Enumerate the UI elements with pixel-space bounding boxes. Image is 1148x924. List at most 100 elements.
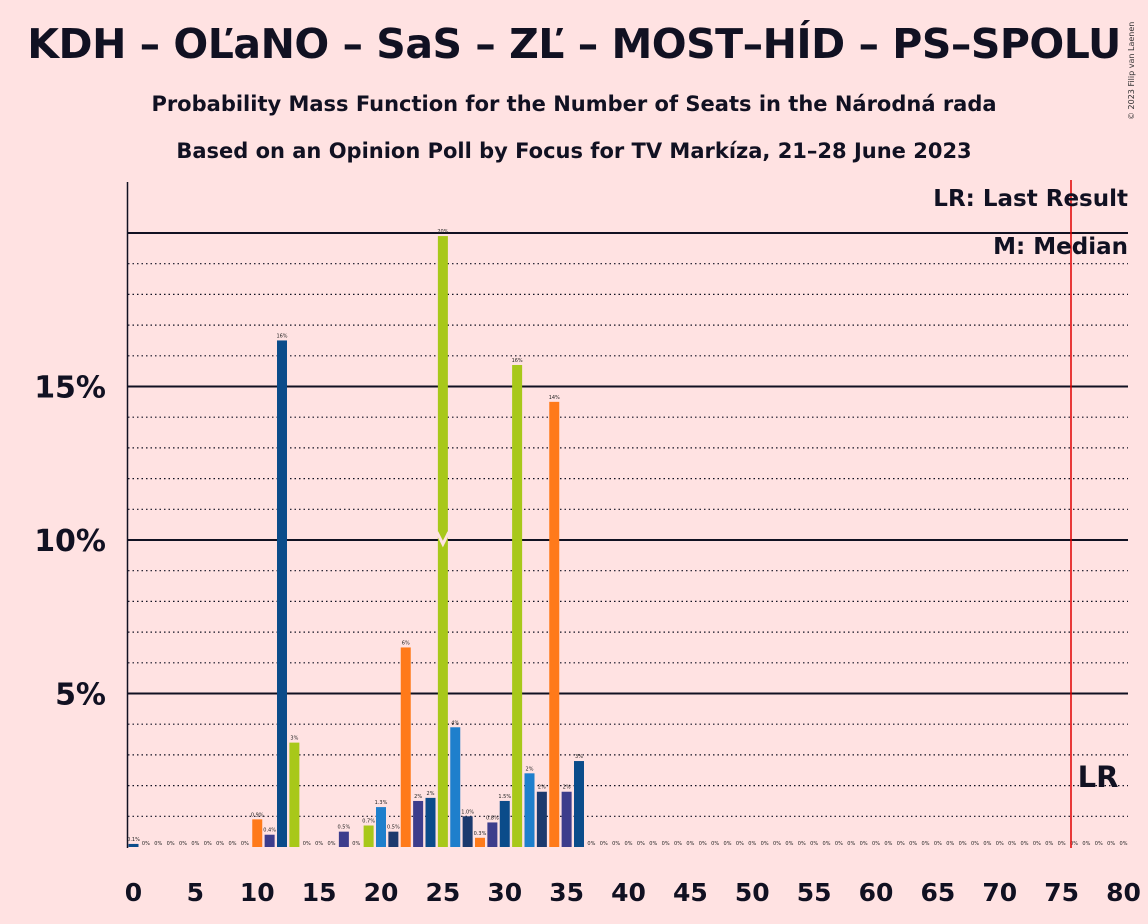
bar-value-label: 0% <box>686 841 694 847</box>
bar-value-label: 0% <box>798 841 806 847</box>
bar-value-label: 1.0% <box>461 809 474 815</box>
bar-value-label: 0% <box>736 841 744 847</box>
bar-value-label: 0% <box>649 841 657 847</box>
bar-value-label: 0% <box>946 841 954 847</box>
bar-value-label: 2% <box>414 794 422 800</box>
bar-value-label: 3% <box>575 754 583 760</box>
bar-value-label: 0% <box>154 841 162 847</box>
bar-value-label: 1.5% <box>498 794 511 800</box>
bar-value-label: 0% <box>1070 841 1078 847</box>
bar-value-label: 0.9% <box>251 812 264 818</box>
bar-value-label: 0% <box>810 841 818 847</box>
bar <box>462 816 473 847</box>
bar-value-label: 0% <box>909 841 917 847</box>
bar <box>536 791 547 847</box>
bar-value-label: 0% <box>785 841 793 847</box>
bar-value-label: 0% <box>860 841 868 847</box>
bar-value-label: 0% <box>1107 841 1115 847</box>
bar-value-label: 0% <box>216 841 224 847</box>
x-tick-label: 80 <box>1106 878 1141 907</box>
bar <box>289 742 300 847</box>
bar <box>499 800 510 847</box>
x-tick-label: 45 <box>673 878 708 907</box>
bar-value-label: 0% <box>662 841 670 847</box>
bar-value-label: 0.8% <box>486 815 499 821</box>
bar-value-label: 0.1% <box>127 837 140 843</box>
x-tick-label: 0 <box>125 878 142 907</box>
median-marker <box>435 531 451 548</box>
bar <box>475 837 485 847</box>
bar <box>264 834 275 847</box>
bar-value-label: 0% <box>1045 841 1053 847</box>
bar-value-label: 0% <box>241 841 249 847</box>
bar-value-label: 0% <box>872 841 880 847</box>
bar-value-label: 0% <box>761 841 769 847</box>
bar-value-label: 0% <box>884 841 892 847</box>
bar-value-label: 0% <box>1058 841 1066 847</box>
bar-value-label: 0.7% <box>362 819 375 825</box>
bar <box>512 365 523 847</box>
x-tick-label: 35 <box>549 878 584 907</box>
bar-value-label: 0% <box>996 841 1004 847</box>
bar-value-label: 0% <box>315 841 323 847</box>
bar-value-label: 0% <box>897 841 905 847</box>
bar-value-label: 0.5% <box>338 825 351 831</box>
x-tick-label: 30 <box>487 878 522 907</box>
bar-value-label: 0% <box>191 841 199 847</box>
bar-value-label: 0% <box>179 841 187 847</box>
bar-value-label: 4% <box>451 720 459 726</box>
y-tick-label: 10% <box>34 524 106 559</box>
bar-value-label: 6% <box>402 640 410 646</box>
bar <box>128 843 139 847</box>
bar <box>524 773 535 847</box>
bar <box>549 401 560 847</box>
markers: LR <box>435 180 1118 848</box>
bar-value-label: 0% <box>773 841 781 847</box>
bar-value-label: 0% <box>142 841 150 847</box>
bar-value-label: 0% <box>711 841 719 847</box>
bar-value-label: 0% <box>674 841 682 847</box>
x-tick-label: 20 <box>364 878 399 907</box>
bar-value-label: 0% <box>847 841 855 847</box>
chart-subtitle: Probability Mass Function for the Number… <box>151 92 997 116</box>
x-tick-label: 10 <box>240 878 275 907</box>
y-axis-ticks: 5% 10% 15% <box>34 371 106 713</box>
bar-value-label: 0% <box>637 841 645 847</box>
bar-value-label: 0% <box>699 841 707 847</box>
bar-value-label: 0% <box>1082 841 1090 847</box>
bar-value-label: 0% <box>835 841 843 847</box>
bar-value-label: 0% <box>229 841 237 847</box>
bar-value-label: 2% <box>538 785 546 791</box>
bar-value-label: 0% <box>204 841 212 847</box>
bar-value-label: 0.5% <box>387 825 400 831</box>
bar-value-label: 2% <box>427 791 435 797</box>
y-tick-label: 15% <box>34 371 106 406</box>
x-tick-label: 15 <box>302 878 337 907</box>
bar-value-label: 0% <box>600 841 608 847</box>
bar <box>388 831 399 847</box>
bar-value-label: 0% <box>1095 841 1103 847</box>
bar-value-label: 0% <box>303 841 311 847</box>
bar <box>413 800 424 847</box>
bar <box>338 831 349 847</box>
bar-value-label: 2% <box>526 766 534 772</box>
x-tick-label: 25 <box>425 878 460 907</box>
bar-value-label: 0% <box>625 841 633 847</box>
chart-title: KDH – OĽaNO – SaS – ZĽ – MOST–HÍD – PS–S… <box>27 20 1121 68</box>
bar-value-label: 0% <box>959 841 967 847</box>
legend-median: M: Median <box>993 234 1128 260</box>
bar-value-label: 14% <box>549 395 560 401</box>
x-tick-label: 50 <box>735 878 770 907</box>
bar-value-label: 0.4% <box>263 828 276 834</box>
x-tick-label: 55 <box>797 878 832 907</box>
bar-value-label: 0% <box>922 841 930 847</box>
bar-value-label: 16% <box>512 358 523 364</box>
bar-value-label: 0% <box>352 841 360 847</box>
bar-value-label: 0% <box>1008 841 1016 847</box>
bar-value-label: 0% <box>971 841 979 847</box>
y-tick-label: 5% <box>55 678 106 713</box>
bar-value-label: 0% <box>612 841 620 847</box>
bar-value-label: 0% <box>1033 841 1041 847</box>
bar-value-label: 2% <box>563 785 571 791</box>
bar <box>363 825 374 847</box>
